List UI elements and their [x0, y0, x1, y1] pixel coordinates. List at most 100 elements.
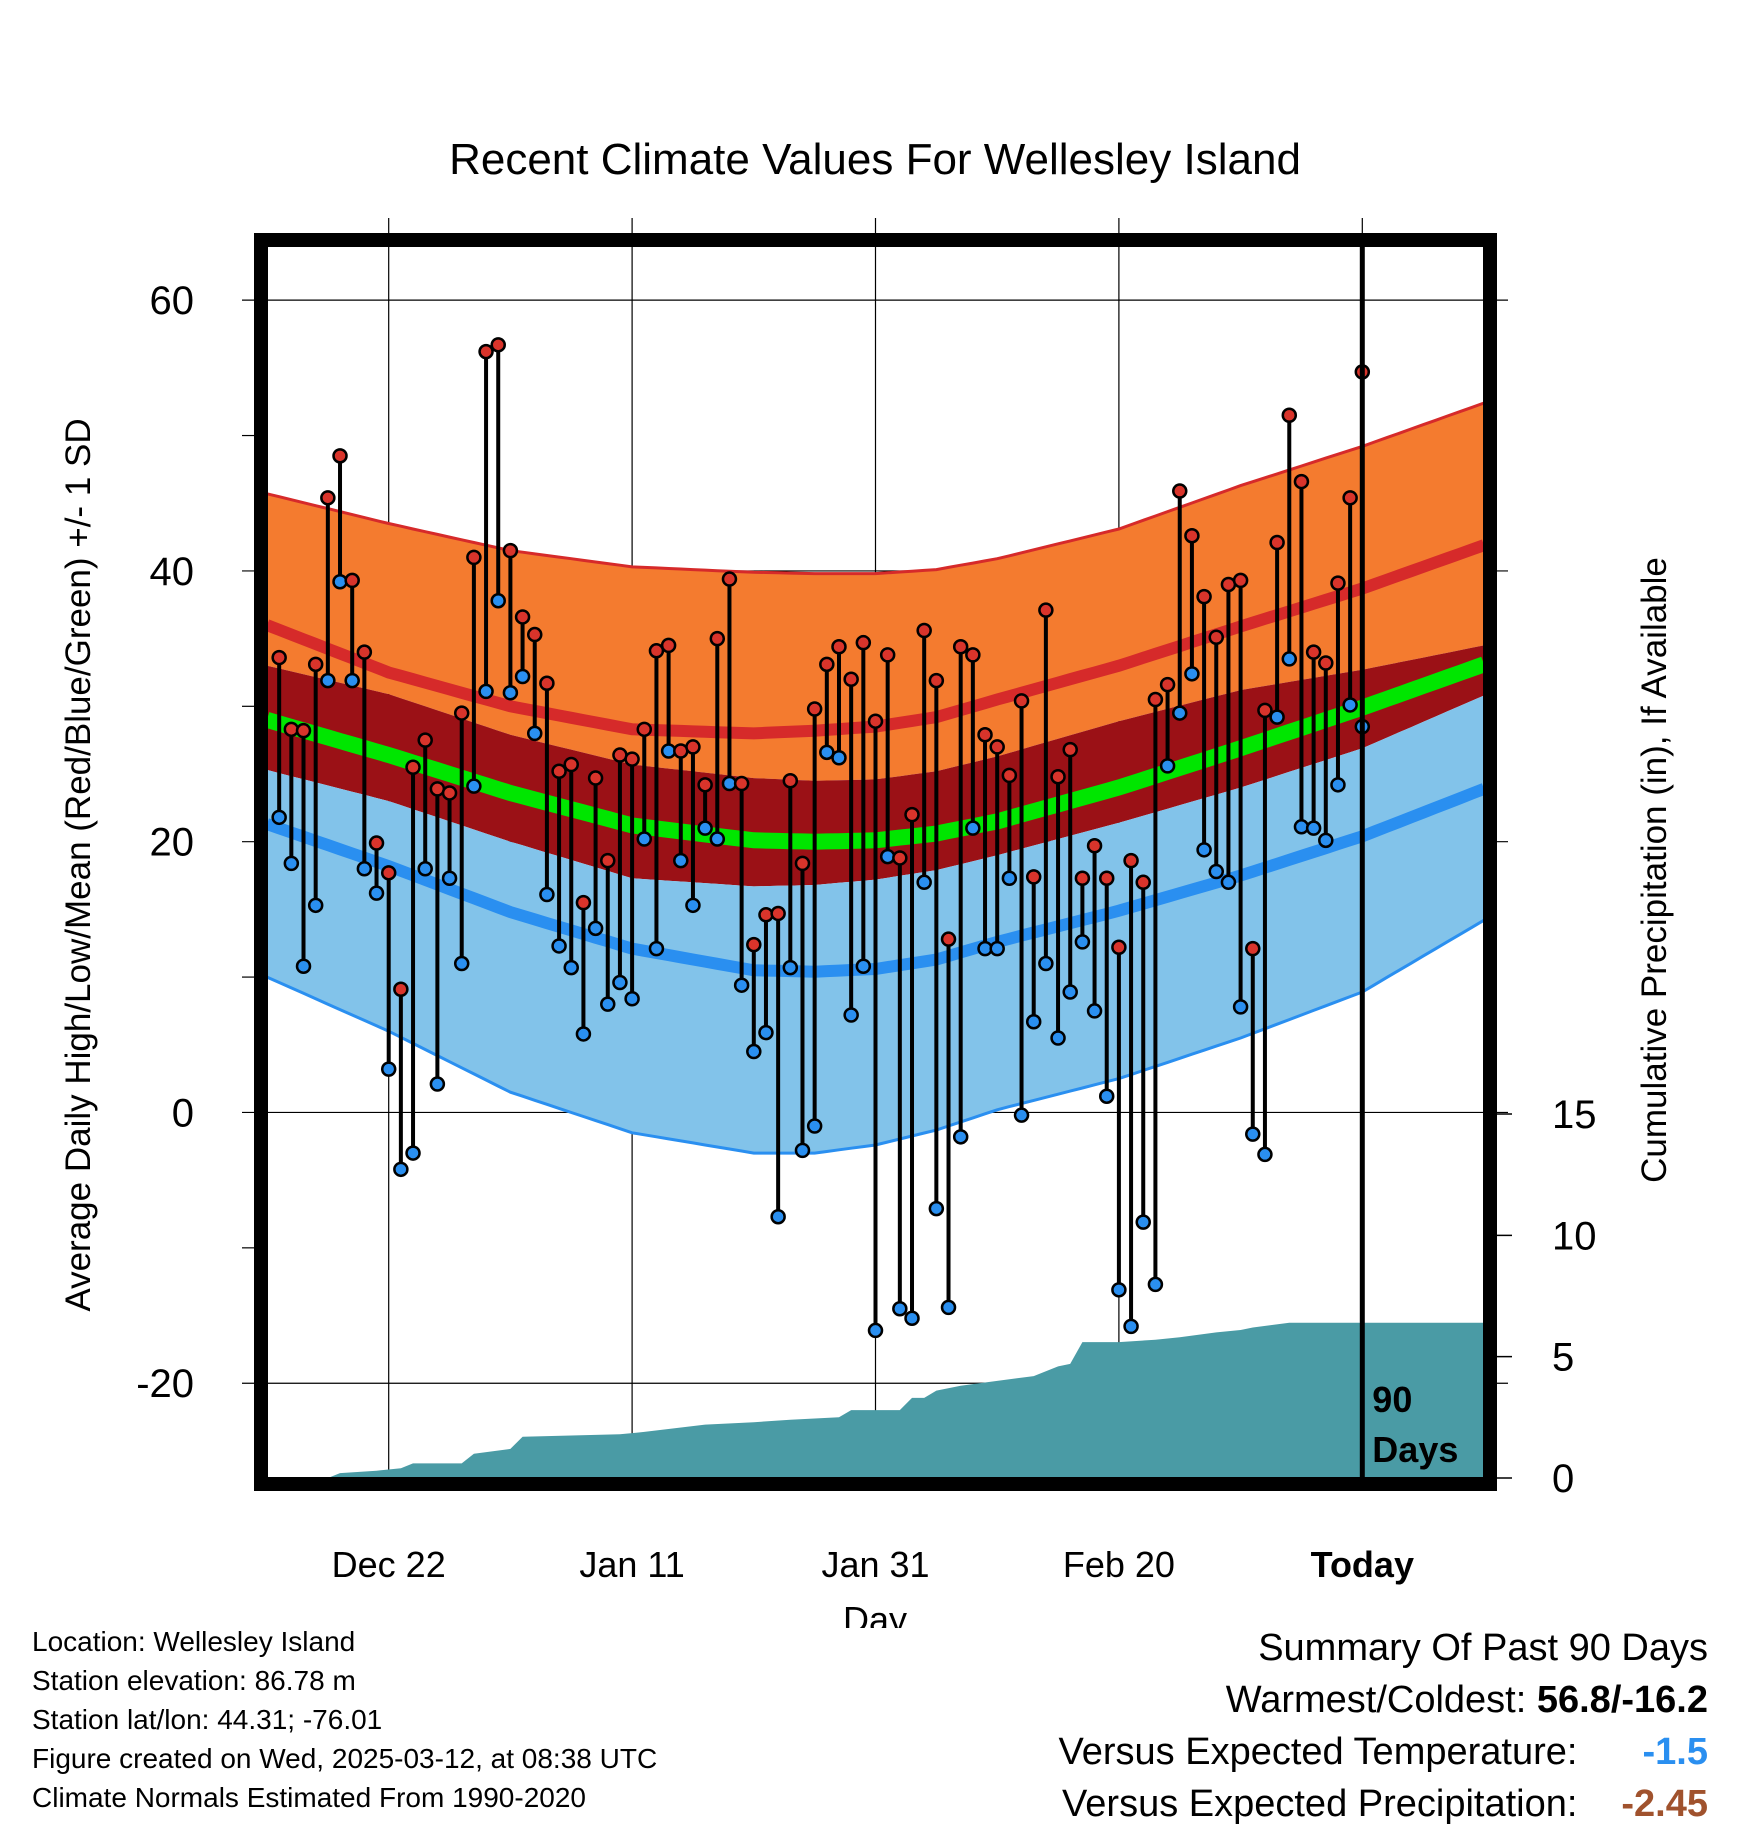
daily-high-point [867, 713, 884, 729]
today-days-number: 90 [1372, 1379, 1412, 1420]
daily-high-point [746, 936, 762, 953]
plot-frame [254, 233, 1497, 1491]
daily-low-point [819, 744, 835, 761]
daily-high-point [1305, 644, 1322, 660]
daily-low-point [283, 855, 300, 872]
daily-low-point [356, 861, 373, 877]
daily-high-point [380, 865, 397, 881]
daily-high-point [526, 626, 543, 643]
daily-high-point [1074, 870, 1091, 886]
daily-high-point [1184, 527, 1200, 544]
daily-low-point [551, 938, 567, 954]
daily-high-point [1050, 768, 1066, 785]
x-axis-label: Day [843, 1599, 907, 1628]
daily-high-point [1330, 575, 1346, 591]
daily-low-point [1269, 709, 1285, 725]
daily-high-point [587, 770, 604, 786]
daily-low-point [344, 672, 360, 689]
y2-tick-label: 15 [1552, 1093, 1597, 1137]
warmest-coldest-value: 56.8/-16.2 [1536, 1679, 1708, 1721]
temp-departure-label: Versus Expected Temperature: [1058, 1731, 1578, 1773]
chart-title: Recent Climate Values For Wellesley Isla… [449, 135, 1301, 184]
daily-high-point [1098, 870, 1115, 886]
daily-high-point [782, 773, 799, 789]
daily-high-point [1318, 655, 1334, 671]
daily-low-point [892, 1301, 908, 1317]
daily-low-point [478, 683, 494, 700]
daily-high-point [977, 726, 993, 743]
x-tick-label: Feb 20 [1063, 1544, 1175, 1585]
daily-low-point [928, 1200, 945, 1217]
daily-high-point [356, 644, 373, 660]
daily-high-point [1147, 691, 1164, 708]
daily-high-point [368, 835, 385, 851]
daily-low-point [1208, 863, 1225, 880]
daily-low-point [1111, 1282, 1127, 1298]
daily-low-point [1281, 651, 1298, 667]
daily-low-point [624, 990, 640, 1007]
daily-high-point [1208, 629, 1225, 646]
daily-low-point [1147, 1276, 1164, 1293]
daily-low-point [502, 685, 519, 701]
y-tick-label: 0 [172, 1091, 194, 1135]
daily-high-point [892, 850, 908, 866]
daily-low-point [794, 1142, 811, 1159]
daily-high-point [466, 549, 482, 566]
temp-departure-row: Versus Expected Temperature: -1.5 [1059, 1726, 1708, 1778]
daily-low-point [1135, 1214, 1151, 1230]
daily-high-point [916, 622, 932, 639]
daily-high-point [1135, 874, 1151, 891]
y2-axis-label: Cumulative Precipitation (in), If Availa… [1635, 557, 1674, 1183]
high-upper-edge [266, 401, 1485, 576]
daily-low-point [539, 886, 555, 903]
daily-high-point [928, 672, 945, 689]
daily-low-point [685, 897, 701, 914]
daily-low-point [587, 920, 604, 937]
daily-high-point [1257, 702, 1273, 719]
daily-high-point [1293, 473, 1310, 490]
daily-low-point [782, 959, 799, 976]
daily-low-point [855, 958, 872, 974]
daily-low-point [952, 1129, 969, 1145]
daily-high-point [551, 763, 567, 780]
daily-high-point [1281, 407, 1298, 423]
daily-high-point [989, 739, 1005, 755]
daily-high-point [1342, 490, 1358, 506]
daily-high-point [393, 981, 409, 998]
daily-low-point [1098, 1088, 1115, 1104]
daily-low-point [770, 1208, 786, 1225]
station-info: Location: Wellesley Island Station eleva… [32, 1622, 657, 1817]
daily-low-point [1038, 955, 1054, 972]
daily-low-point [1220, 874, 1237, 891]
daily-low-point [1245, 1126, 1261, 1142]
y2-tick-label: 10 [1552, 1214, 1597, 1258]
daily-low-point [1074, 934, 1091, 950]
daily-low-point [1159, 758, 1176, 774]
daily-low-point [1050, 1030, 1066, 1046]
warmest-coldest-row: Warmest/Coldest: 56.8/-16.2 [1059, 1674, 1708, 1726]
daily-low-point [673, 852, 689, 869]
daily-high-point [1001, 767, 1018, 784]
x-tick-label: Jan 11 [579, 1544, 684, 1585]
daily-low-point [1001, 870, 1018, 886]
daily-high-point [843, 671, 859, 687]
daily-high-point [295, 722, 312, 739]
daily-high-point [405, 759, 421, 775]
daily-low-point [1086, 1003, 1103, 1019]
daily-low-point [1062, 984, 1078, 1000]
daily-low-point [612, 974, 628, 991]
x-tick-label: Dec 22 [332, 1544, 446, 1585]
daily-low-point [831, 750, 847, 766]
daily-low-point [965, 820, 981, 836]
daily-high-point [1038, 602, 1054, 618]
daily-low-point [1257, 1146, 1273, 1163]
precip-area [267, 1322, 1484, 1478]
daily-high-point [307, 656, 324, 673]
daily-low-point [526, 725, 543, 742]
daily-high-point [453, 705, 470, 721]
daily-low-point [843, 1007, 859, 1023]
summary-panel: Summary Of Past 90 Days Warmest/Coldest:… [1059, 1622, 1708, 1830]
daily-low-point [1330, 777, 1346, 793]
daily-high-point [855, 634, 872, 651]
daily-high-point [819, 656, 835, 673]
